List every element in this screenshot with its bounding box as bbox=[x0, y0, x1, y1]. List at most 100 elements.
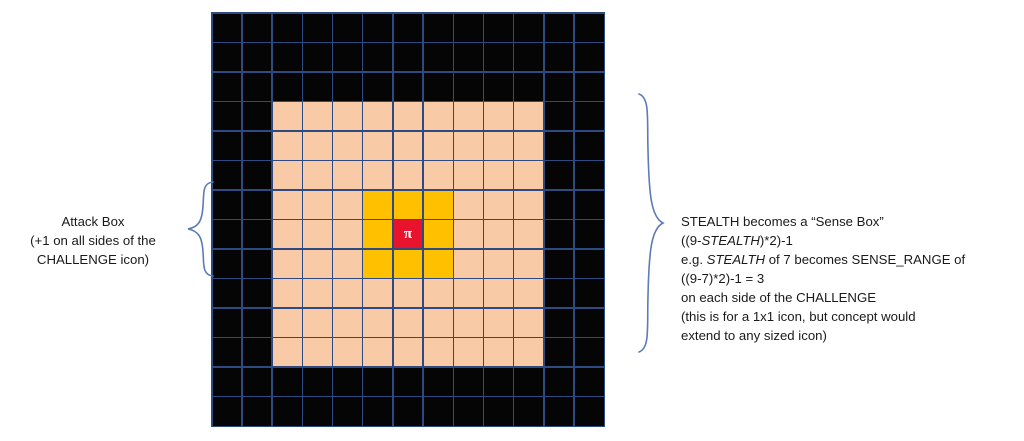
grid-cell-empty-r13c13 bbox=[574, 367, 604, 396]
grid-cell-empty-r13c4 bbox=[303, 367, 332, 396]
attack-box-annotation-line-3: CHALLENGE icon) bbox=[36, 252, 150, 267]
grid-cell-attack-r7c8 bbox=[423, 190, 453, 219]
grid-cell-empty-r6c12 bbox=[544, 161, 574, 190]
grid-cell-empty-r1c5 bbox=[333, 13, 362, 42]
grid-cell-empty-r1c4 bbox=[303, 13, 332, 42]
grid-cell-sense-r5c10 bbox=[484, 131, 513, 160]
grid-cell-sense-r6c3 bbox=[272, 161, 302, 190]
grid-cell-empty-r7c1 bbox=[212, 190, 242, 219]
grid-cell-empty-r14c12 bbox=[544, 397, 574, 426]
sense-box-annotation-line-2: ((9-STEALTH)*2)-1 bbox=[681, 231, 1021, 250]
grid-cell-sense-r6c11 bbox=[514, 161, 544, 190]
grid-cell-empty-r4c12 bbox=[544, 102, 574, 131]
grid-cell-sense-r10c4 bbox=[303, 279, 332, 308]
grid-cell-sense-r10c7 bbox=[393, 279, 423, 308]
grid-cell-sense-r7c5 bbox=[333, 190, 362, 219]
grid-cell-empty-r14c3 bbox=[272, 397, 302, 426]
grid-cell-empty-r4c13 bbox=[574, 102, 604, 131]
grid-cell-sense-r4c11 bbox=[514, 102, 544, 131]
grid-cell-sense-r6c6 bbox=[363, 161, 393, 190]
grid-cell-empty-r3c12 bbox=[544, 72, 574, 101]
grid-cell-attack-r7c6 bbox=[363, 190, 393, 219]
grid-cell-sense-r9c3 bbox=[272, 249, 302, 278]
grid-cell-attack-r8c8 bbox=[423, 220, 453, 249]
grid-cell-empty-r3c4 bbox=[303, 72, 332, 101]
grid-cell-empty-r1c13 bbox=[574, 13, 604, 42]
grid-cell-empty-r2c6 bbox=[363, 43, 393, 72]
grid-cell-empty-r7c12 bbox=[544, 190, 574, 219]
grid-cell-empty-r2c7 bbox=[393, 43, 423, 72]
grid-cell-empty-r11c1 bbox=[212, 308, 242, 337]
grid-cell-empty-r8c12 bbox=[544, 220, 574, 249]
grid-cell-empty-r10c1 bbox=[212, 279, 242, 308]
grid-cell-sense-r4c6 bbox=[363, 102, 393, 131]
grid-cell-sense-r6c8 bbox=[423, 161, 453, 190]
grid-cell-empty-r5c12 bbox=[544, 131, 574, 160]
grid-cell-sense-r10c8 bbox=[423, 279, 453, 308]
grid-cell-empty-r7c2 bbox=[242, 190, 272, 219]
grid-cell-empty-r2c9 bbox=[454, 43, 483, 72]
attack-box-annotation-line-1: Attack Box bbox=[61, 214, 125, 229]
line-2-suffix: )*2)-1 bbox=[759, 233, 793, 248]
grid-cell-sense-r4c4 bbox=[303, 102, 332, 131]
grid-cell-sense-r6c10 bbox=[484, 161, 513, 190]
grid-cell-empty-r12c12 bbox=[544, 338, 574, 367]
line-3-prefix: e.g. bbox=[681, 252, 707, 267]
grid-cell-empty-r6c2 bbox=[242, 161, 272, 190]
grid-cell-empty-r13c8 bbox=[423, 367, 453, 396]
grid-container: π bbox=[211, 12, 605, 427]
grid-cell-attack-r9c7 bbox=[393, 249, 423, 278]
grid-cell-empty-r13c2 bbox=[242, 367, 272, 396]
sense-box-annotation: STEALTH becomes a “Sense Box” ((9-STEALTH… bbox=[681, 212, 1021, 345]
grid-cell-empty-r14c5 bbox=[333, 397, 362, 426]
grid-cell-empty-r1c12 bbox=[544, 13, 574, 42]
grid-cell-sense-r4c8 bbox=[423, 102, 453, 131]
grid-cell-empty-r1c2 bbox=[242, 13, 272, 42]
grid-cell-sense-r11c10 bbox=[484, 308, 513, 337]
grid-cell-sense-r4c7 bbox=[393, 102, 423, 131]
grid-cell-empty-r2c13 bbox=[574, 43, 604, 72]
sense-box-grid: π bbox=[211, 12, 605, 427]
grid-cell-empty-r13c6 bbox=[363, 367, 393, 396]
attack-box-brace-icon bbox=[187, 181, 214, 277]
grid-cell-empty-r14c7 bbox=[393, 397, 423, 426]
grid-cell-sense-r8c11 bbox=[514, 220, 544, 249]
grid-cell-empty-r13c5 bbox=[333, 367, 362, 396]
grid-cell-attack-r9c6 bbox=[363, 249, 393, 278]
grid-cell-empty-r1c9 bbox=[454, 13, 483, 42]
sense-box-annotation-line-3: e.g. STEALTH of 7 becomes SENSE_RANGE of bbox=[681, 250, 1021, 269]
grid-cell-sense-r11c4 bbox=[303, 308, 332, 337]
grid-cell-sense-r10c5 bbox=[333, 279, 362, 308]
grid-cell-sense-r12c10 bbox=[484, 338, 513, 367]
grid-cell-empty-r9c12 bbox=[544, 249, 574, 278]
grid-cell-empty-r9c1 bbox=[212, 249, 242, 278]
grid-cell-sense-r7c3 bbox=[272, 190, 302, 219]
grid-cell-sense-r7c9 bbox=[454, 190, 483, 219]
grid-cell-empty-r5c13 bbox=[574, 131, 604, 160]
grid-cell-sense-r8c3 bbox=[272, 220, 302, 249]
grid-cell-empty-r9c2 bbox=[242, 249, 272, 278]
grid-cell-sense-r9c5 bbox=[333, 249, 362, 278]
grid-cell-empty-r3c10 bbox=[484, 72, 513, 101]
grid-cell-challenge-r8c7: π bbox=[393, 220, 423, 249]
grid-cell-sense-r9c11 bbox=[514, 249, 544, 278]
grid-cell-empty-r14c2 bbox=[242, 397, 272, 426]
challenge-pi-icon: π bbox=[403, 225, 413, 242]
sense-box-annotation-line-1: STEALTH becomes a “Sense Box” bbox=[681, 214, 884, 229]
grid-cell-empty-r14c13 bbox=[574, 397, 604, 426]
grid-cell-sense-r4c5 bbox=[333, 102, 362, 131]
grid-cell-sense-r5c6 bbox=[363, 131, 393, 160]
grid-cell-sense-r4c10 bbox=[484, 102, 513, 131]
grid-cell-empty-r2c5 bbox=[333, 43, 362, 72]
line-3-suffix: of 7 becomes SENSE_RANGE of bbox=[765, 252, 966, 267]
grid-cell-empty-r2c12 bbox=[544, 43, 574, 72]
grid-cell-empty-r1c1 bbox=[212, 13, 242, 42]
grid-cell-empty-r8c1 bbox=[212, 220, 242, 249]
grid-cell-empty-r13c1 bbox=[212, 367, 242, 396]
grid-cell-sense-r10c6 bbox=[363, 279, 393, 308]
grid-cell-empty-r1c8 bbox=[423, 13, 453, 42]
grid-cell-empty-r1c10 bbox=[484, 13, 513, 42]
grid-cell-sense-r5c9 bbox=[454, 131, 483, 160]
grid-cell-sense-r8c9 bbox=[454, 220, 483, 249]
grid-cell-empty-r13c11 bbox=[514, 367, 544, 396]
